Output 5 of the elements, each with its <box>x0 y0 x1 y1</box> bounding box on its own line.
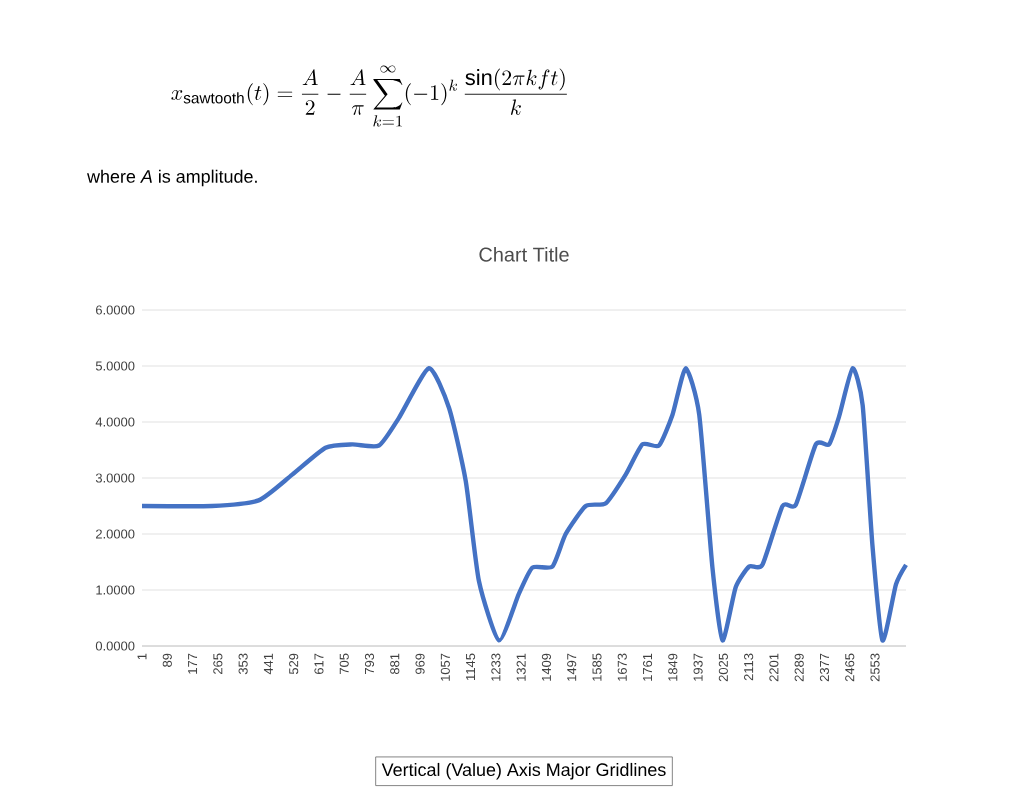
text: $x_{\mathrm{sawtooth}}(t)=\frac{A}{2}-\frac{A}{\pi}\sum_{k=1}^{\infty}(-1)^{k}\,\frac{\sin(2\pi k f t)}{k}$ <box>171 65 567 127</box>
text: Vertical (Value) Axis Major Gridlines <box>381 762 666 780</box>
line-series <box>139 366 909 643</box>
text: where A is amplitude. <box>87 169 257 187</box>
chart-title: Chart Title <box>479 247 569 262</box>
